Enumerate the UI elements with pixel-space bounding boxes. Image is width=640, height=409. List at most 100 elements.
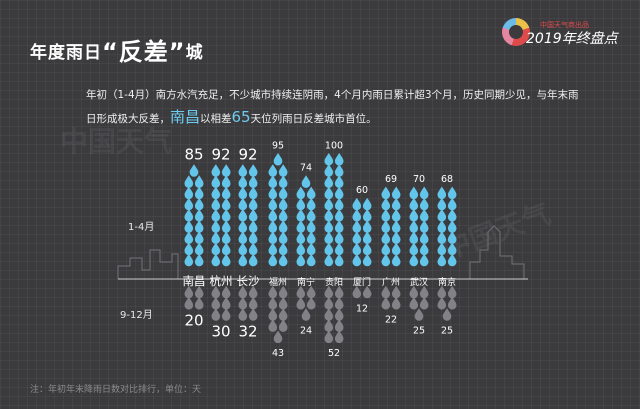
rain-drop-top-1 (184, 253, 194, 267)
rain-drop-top-4 (278, 164, 288, 177)
rain-drop-top-9 (409, 231, 419, 244)
rain-drop-bottom-7 (362, 285, 372, 299)
rain-drop-bottom-9 (409, 297, 419, 310)
rain-drop-bottom-9 (414, 308, 424, 321)
rain-drop-top-4 (278, 186, 288, 200)
rain-drop-top-3 (238, 231, 248, 244)
skyline-right-icon (469, 225, 525, 279)
rain-drop-top-9 (419, 231, 429, 244)
rain-drop-top-1 (194, 220, 204, 233)
city-label-6: 贵阳 (325, 276, 343, 288)
value-label-top-3: 92 (238, 146, 257, 164)
value-label-bottom-9: 25 (413, 326, 425, 337)
rain-drop-bottom-6 (324, 297, 334, 310)
rain-drop-top-2 (211, 209, 221, 222)
rain-drop-top-6 (334, 253, 344, 267)
rain-drop-top-4 (268, 186, 278, 200)
rain-drop-top-6 (324, 164, 334, 177)
rain-drop-top-10 (437, 220, 447, 233)
rain-drop-top-3 (248, 209, 258, 222)
rain-drop-top-3 (248, 220, 258, 233)
rain-drop-bottom-3 (248, 285, 258, 299)
rain-drop-bottom-1 (184, 297, 194, 310)
rain-drop-top-2 (221, 186, 231, 200)
title-quote-open: “ (102, 38, 119, 66)
rain-drop-top-8 (381, 220, 391, 233)
rain-drop-top-7 (362, 253, 372, 267)
rain-drop-top-5 (306, 253, 316, 267)
rain-drop-top-6 (334, 175, 344, 188)
rain-drop-top-6 (334, 197, 344, 211)
rain-drop-bottom-5 (296, 285, 306, 299)
rain-drop-top-4 (278, 209, 288, 222)
value-label-top-6: 100 (325, 140, 343, 151)
value-label-bottom-5: 24 (300, 326, 312, 337)
rain-drop-top-8 (391, 231, 401, 244)
rain-drop-top-2 (211, 186, 221, 200)
rain-drop-top-2 (221, 164, 231, 177)
rain-drop-top-7 (352, 220, 362, 233)
value-label-top-8: 69 (385, 174, 397, 185)
rain-drop-top-6 (324, 242, 334, 256)
value-label-top-2: 92 (211, 146, 230, 164)
rain-drop-top-9 (409, 186, 419, 200)
rain-drop-top-10 (437, 197, 447, 211)
rain-drop-top-2 (211, 197, 221, 211)
rain-drop-top-3 (238, 242, 248, 256)
rain-drop-top-7 (352, 197, 362, 211)
rain-drop-bottom-4 (278, 308, 288, 321)
city-label-7: 厦门 (353, 276, 371, 288)
rain-drop-top-7 (352, 242, 362, 256)
rain-drop-top-4 (278, 197, 288, 211)
rain-drop-top-6 (324, 186, 334, 200)
rain-drop-top-2 (221, 209, 231, 222)
rain-drop-top-5 (306, 209, 316, 222)
rain-drop-top-5 (296, 242, 306, 256)
description: 年初（1-4月）南方水汽充足，不少城市持续连阴雨，4个月内雨日累计超3个月，历史… (86, 84, 586, 130)
rain-drop-bottom-6 (334, 319, 344, 332)
rain-drop-top-2 (211, 253, 221, 267)
rain-drop-top-8 (391, 220, 401, 233)
rain-drop-top-1 (189, 164, 199, 177)
rain-drop-top-6 (324, 197, 334, 211)
rain-drop-top-10 (447, 242, 457, 256)
rain-drop-top-8 (391, 186, 401, 200)
rain-drop-bottom-10 (447, 297, 457, 310)
rain-drop-top-7 (362, 197, 372, 211)
city-label-4: 福州 (269, 276, 287, 288)
rain-drop-bottom-5 (301, 308, 311, 321)
rain-drop-top-9 (419, 197, 429, 211)
rain-drop-top-6 (334, 209, 344, 222)
rain-drop-bottom-10 (437, 297, 447, 310)
rain-drop-top-4 (268, 253, 278, 267)
rain-drop-top-9 (419, 253, 429, 267)
rain-drop-top-6 (324, 253, 334, 267)
rain-drop-bottom-1 (184, 285, 194, 299)
title-quote-close: ” (168, 38, 186, 66)
rain-drop-top-9 (419, 209, 429, 222)
rain-drop-bottom-2 (221, 308, 231, 321)
rain-drop-top-4 (268, 231, 278, 244)
rain-drop-bottom-8 (381, 285, 391, 299)
rain-drop-top-6 (324, 175, 334, 188)
rain-drop-top-4 (268, 220, 278, 233)
rain-drop-top-1 (194, 197, 204, 211)
description-line: 年初（1-4月）南方水汽充足，不少城市持续连阴雨，4个月内雨日累计超3个月，历史… (86, 89, 579, 125)
rain-drop-bottom-3 (248, 297, 258, 310)
rain-drop-top-6 (334, 153, 344, 166)
value-label-top-5: 74 (300, 163, 312, 174)
rain-drop-top-7 (352, 231, 362, 244)
rain-drop-top-5 (296, 209, 306, 222)
rain-drop-top-1 (194, 175, 204, 188)
city-label-8: 广州 (382, 276, 400, 288)
rain-drop-top-1 (194, 209, 204, 222)
rain-drop-top-7 (362, 209, 372, 222)
rain-drop-bottom-8 (381, 297, 391, 310)
rain-drop-top-6 (334, 231, 344, 244)
rain-drop-top-6 (324, 209, 334, 222)
rain-drop-bottom-5 (306, 297, 316, 310)
value-label-top-4: 95 (272, 140, 284, 151)
rain-drop-top-5 (306, 186, 316, 200)
rain-drop-top-5 (301, 175, 311, 188)
rain-drop-bottom-3 (238, 285, 248, 299)
